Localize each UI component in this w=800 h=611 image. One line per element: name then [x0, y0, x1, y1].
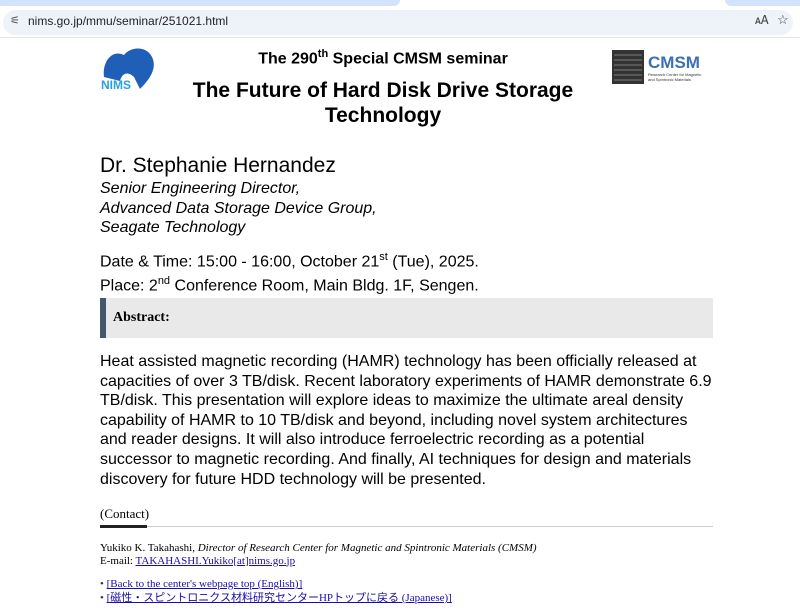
cmsm-logo: CMSM Research Center for Magnetic and Sp… [612, 50, 701, 84]
url-text[interactable]: nims.go.jp/mmu/seminar/251021.html [28, 14, 229, 28]
affiliation-line: Advanced Data Storage Device Group, [100, 199, 377, 217]
list-item: [磁性・スピントロニクス材料研究センターHPトップに戻る (Japanese)] [100, 591, 452, 605]
tune-icon[interactable]: ⚟ [10, 15, 20, 27]
speaker-name: Dr. Stephanie Hernandez [100, 154, 336, 177]
back-japanese-link[interactable]: [磁性・スピントロニクス材料研究センターHPトップに戻る (Japanese)] [106, 592, 452, 604]
divider-accent [100, 525, 147, 528]
abstract-heading: Abstract: [100, 298, 713, 338]
tab-active[interactable] [0, 0, 400, 6]
svg-text:CMSM: CMSM [648, 53, 700, 72]
svg-text:NIMS: NIMS [101, 78, 131, 91]
address-bar: ⚟ nims.go.jp/mmu/seminar/251021.html 🗚 ☆ [0, 8, 800, 38]
contact-name: Yukiko K. Takahashi, [100, 542, 195, 554]
back-english-link[interactable]: [Back to the center's webpage top (Engli… [106, 578, 303, 590]
contact-heading: (Contact) [100, 506, 150, 521]
tab-strip [0, 0, 800, 8]
nims-logo: NIMS [101, 48, 154, 91]
abstract-text: Heat assisted magnetic recording (HAMR) … [100, 353, 712, 488]
affiliation-line: Senior Engineering Director, [100, 180, 301, 197]
svg-text:and Spintronic Materials: and Spintronic Materials [648, 77, 691, 82]
event-info: Date & Time: 15:00 - 16:00, October 21st… [100, 248, 479, 296]
svg-text:Research Center for Magnetic: Research Center for Magnetic [648, 72, 701, 77]
seminar-subtitle: The 290th Special CMSM seminar [258, 48, 508, 68]
page-title: The Future of Hard Disk Drive Storage Te… [192, 79, 574, 127]
affiliation-line: Seagate Technology [100, 219, 246, 236]
place: Place: 2nd Conference Room, Main Bldg. 1… [100, 274, 479, 295]
date-time: Date & Time: 15:00 - 16:00, October 21st… [100, 251, 479, 271]
speaker-affiliation: Senior Engineering Director, Advanced Da… [100, 179, 377, 238]
star-icon[interactable]: ☆ [777, 12, 789, 27]
email-label: E-mail: [100, 554, 136, 567]
list-item: [Back to the center's webpage top (Engli… [100, 577, 452, 591]
tab-other[interactable] [725, 0, 800, 6]
contact-role: Director of Research Center for Magnetic… [194, 542, 537, 554]
email-link[interactable]: TAKAHASHI.Yukiko[at]nims.go.jp [135, 554, 296, 567]
link-list: [Back to the center's webpage top (Engli… [100, 577, 452, 605]
translate-icon[interactable]: 🗚 [755, 13, 769, 27]
omnibox[interactable] [3, 10, 793, 35]
contact-info: Yukiko K. Takahashi, Director of Researc… [100, 542, 537, 567]
divider [100, 526, 713, 527]
